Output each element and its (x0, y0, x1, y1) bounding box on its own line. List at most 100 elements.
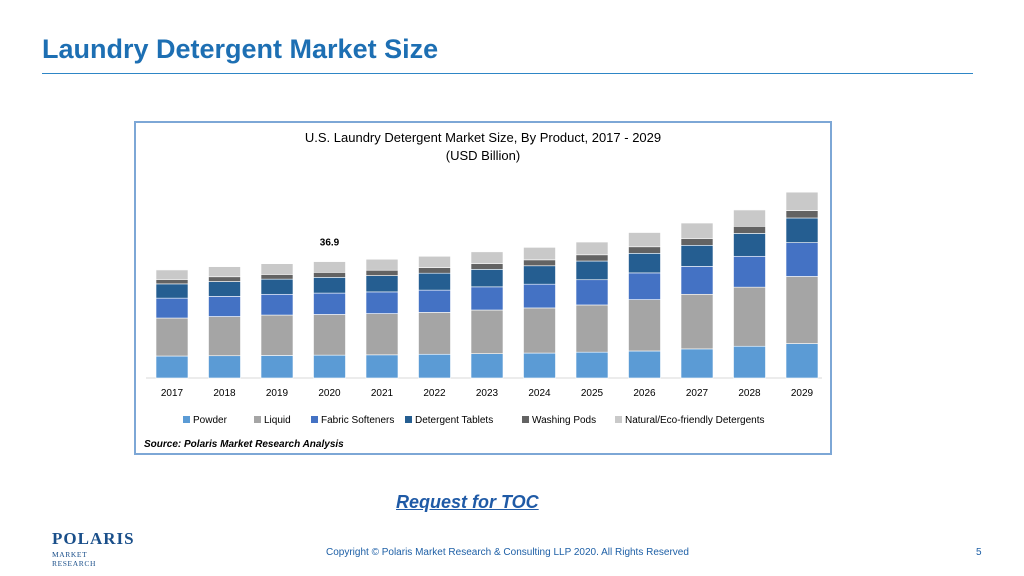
bar-2017-natural-eco-friendly-detergents (155, 269, 189, 280)
bar-2021-detergent-tablets (365, 275, 399, 293)
bar-2020-natural-eco-friendly-detergents (313, 261, 346, 273)
bar-2028-liquid (733, 286, 766, 347)
logo-tagline: MARKET RESEARCH (52, 550, 96, 568)
page-number: 5 (976, 547, 982, 558)
bar-2021-washing-pods (365, 269, 399, 276)
bar-2024-natural-eco-friendly-detergents (523, 247, 556, 261)
bar-2022-detergent-tablets (418, 272, 451, 291)
bar-2021-natural-eco-friendly-detergents (365, 258, 399, 271)
bar-2029-natural-eco-friendly-detergents (785, 191, 819, 211)
bar-2019-powder (260, 355, 294, 379)
bar-2019-washing-pods (260, 274, 294, 280)
legend-swatch-detergent-tablets (405, 416, 412, 423)
bar-2020-detergent-tablets (313, 277, 346, 294)
x-tick-label: 2020 (318, 388, 341, 399)
bar-2022-natural-eco-friendly-detergents (418, 255, 451, 268)
bar-2029-washing-pods (785, 210, 819, 219)
bar-2021-fabric-softeners (365, 291, 399, 314)
legend-swatch-natural-eco-friendly-detergents (615, 416, 622, 423)
bar-2029-fabric-softeners (785, 242, 819, 277)
bar-2018-washing-pods (208, 276, 241, 282)
chart-subtitle: (USD Billion) (446, 148, 520, 163)
bar-2028-fabric-softeners (733, 255, 766, 288)
legend-label: Powder (193, 415, 228, 426)
bar-2023-fabric-softeners (470, 286, 504, 311)
data-label-2020: 36.9 (320, 238, 340, 249)
bar-2024-fabric-softeners (523, 283, 556, 309)
bar-2020-washing-pods (313, 272, 346, 278)
legend-label: Liquid (264, 415, 291, 426)
bar-2018-liquid (208, 316, 241, 357)
bar-2027-liquid (680, 293, 714, 350)
bar-2025-fabric-softeners (575, 279, 609, 306)
bar-2028-powder (733, 345, 766, 379)
polaris-logo: POLARIS MARKET RESEARCH (52, 529, 135, 569)
bar-2026-washing-pods (628, 246, 661, 254)
bar-2029-liquid (785, 276, 819, 344)
bar-2024-detergent-tablets (523, 265, 556, 285)
bar-2018-fabric-softeners (208, 296, 241, 317)
bar-2024-powder (523, 352, 556, 379)
bar-2017-fabric-softeners (155, 297, 189, 319)
x-tick-label: 2017 (161, 388, 184, 399)
x-tick-labels: 2017 2018 2019 2020 2021 2022 2023 2024 2025 2026… (161, 388, 814, 399)
bar-2025-powder (575, 351, 609, 379)
legend-label: Detergent Tablets (415, 415, 493, 426)
bar-2027-natural-eco-friendly-detergents (680, 222, 714, 239)
bar-2021-powder (365, 354, 399, 379)
bar-2018-detergent-tablets (208, 281, 241, 297)
stacked-bar-chart: U.S. Laundry Detergent Market Size, By P… (144, 130, 822, 450)
bar-2020-fabric-softeners (313, 292, 346, 315)
bar-2019-fabric-softeners (260, 293, 294, 316)
bar-2017-powder (155, 355, 189, 379)
x-tick-label: 2022 (423, 388, 446, 399)
bar-2026-powder (628, 350, 661, 379)
x-tick-label: 2027 (686, 388, 709, 399)
bar-2022-washing-pods (418, 267, 451, 274)
bar-2022-powder (418, 353, 451, 379)
bar-2019-natural-eco-friendly-detergents (260, 263, 294, 275)
bar-2017-washing-pods (155, 279, 189, 285)
legend-swatch-liquid (254, 416, 261, 423)
bars-group (155, 191, 819, 379)
slide-title: Laundry Detergent Market Size (42, 34, 439, 64)
bar-2028-detergent-tablets (733, 233, 766, 257)
bar-2029-detergent-tablets (785, 217, 819, 243)
bar-2029-powder (785, 343, 819, 379)
bar-2017-liquid (155, 317, 189, 357)
bar-2023-natural-eco-friendly-detergents (470, 251, 504, 265)
x-tick-label: 2029 (791, 388, 814, 399)
title-divider (42, 73, 973, 74)
bar-2026-detergent-tablets (628, 253, 661, 274)
bar-2028-washing-pods (733, 225, 766, 234)
bar-2027-fabric-softeners (680, 266, 714, 295)
bar-2027-powder (680, 348, 714, 379)
logo-wordmark: POLARIS (52, 529, 135, 548)
bar-2019-liquid (260, 314, 294, 356)
x-tick-label: 2019 (266, 388, 289, 399)
bar-2021-liquid (365, 313, 399, 356)
bar-2026-liquid (628, 299, 661, 352)
legend-label: Fabric Softeners (321, 415, 394, 426)
bar-2027-washing-pods (680, 238, 714, 246)
bar-2018-powder (208, 355, 241, 379)
x-tick-label: 2023 (476, 388, 499, 399)
bar-2026-fabric-softeners (628, 272, 661, 300)
bar-2025-natural-eco-friendly-detergents (575, 241, 609, 256)
bar-2024-liquid (523, 307, 556, 354)
x-tick-label: 2018 (213, 388, 236, 399)
request-toc-link[interactable]: Request for TOC (396, 492, 539, 512)
chart-legend: Powder Liquid Fabric Softeners Detergent Ta… (183, 415, 765, 426)
legend-swatch-powder (183, 416, 190, 423)
legend-swatch-fabric-softeners (311, 416, 318, 423)
bar-2028-natural-eco-friendly-detergents (733, 209, 766, 227)
x-tick-label: 2024 (528, 388, 551, 399)
bar-2027-detergent-tablets (680, 244, 714, 267)
x-tick-label: 2026 (633, 388, 656, 399)
bar-2025-detergent-tablets (575, 260, 609, 281)
x-tick-label: 2028 (738, 388, 761, 399)
x-tick-label: 2025 (581, 388, 604, 399)
bar-2020-powder (313, 354, 346, 379)
chart-frame: U.S. Laundry Detergent Market Size, By P… (134, 121, 832, 455)
legend-label: Washing Pods (532, 415, 596, 426)
